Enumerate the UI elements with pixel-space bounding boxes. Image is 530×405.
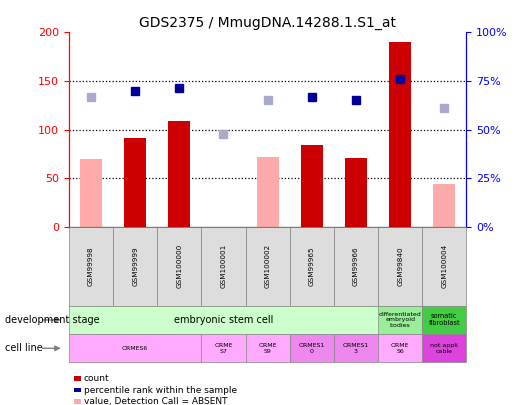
Text: count: count	[84, 374, 109, 383]
Text: ORMES1
0: ORMES1 0	[299, 343, 325, 354]
Text: ORME
S7: ORME S7	[214, 343, 233, 354]
Bar	[301, 145, 323, 227]
Text: embryonic stem cell: embryonic stem cell	[174, 315, 273, 325]
Text: GSM99999: GSM99999	[132, 247, 138, 286]
Bar	[434, 184, 455, 227]
Text: GSM99998: GSM99998	[88, 247, 94, 286]
Text: GSM100000: GSM100000	[176, 244, 182, 288]
Text: cell line: cell line	[5, 343, 43, 353]
Text: not appli
cable: not appli cable	[430, 343, 458, 354]
Bar	[345, 158, 367, 227]
Text: ORMES1
3: ORMES1 3	[343, 343, 369, 354]
Text: GSM99840: GSM99840	[397, 247, 403, 286]
Bar	[257, 157, 279, 227]
Text: GSM100002: GSM100002	[264, 244, 271, 288]
Text: GSM99966: GSM99966	[353, 247, 359, 286]
Text: development stage: development stage	[5, 315, 100, 325]
Bar	[124, 139, 146, 227]
Bar	[80, 159, 102, 227]
Text: percentile rank within the sample: percentile rank within the sample	[84, 386, 237, 394]
Text: ORME
S6: ORME S6	[391, 343, 409, 354]
Text: GSM100001: GSM100001	[220, 244, 226, 288]
Text: differentiated
embryoid
bodies: differentiated embryoid bodies	[379, 312, 421, 328]
Text: somatic
fibroblast: somatic fibroblast	[428, 313, 460, 326]
Bar	[389, 42, 411, 227]
Title: GDS2375 / MmugDNA.14288.1.S1_at: GDS2375 / MmugDNA.14288.1.S1_at	[139, 16, 396, 30]
Text: ORME
S9: ORME S9	[259, 343, 277, 354]
Text: GSM99965: GSM99965	[309, 247, 315, 286]
Text: ORMES6: ORMES6	[122, 346, 148, 351]
Bar	[168, 121, 190, 227]
Text: GSM100004: GSM100004	[441, 244, 447, 288]
Text: value, Detection Call = ABSENT: value, Detection Call = ABSENT	[84, 397, 227, 405]
